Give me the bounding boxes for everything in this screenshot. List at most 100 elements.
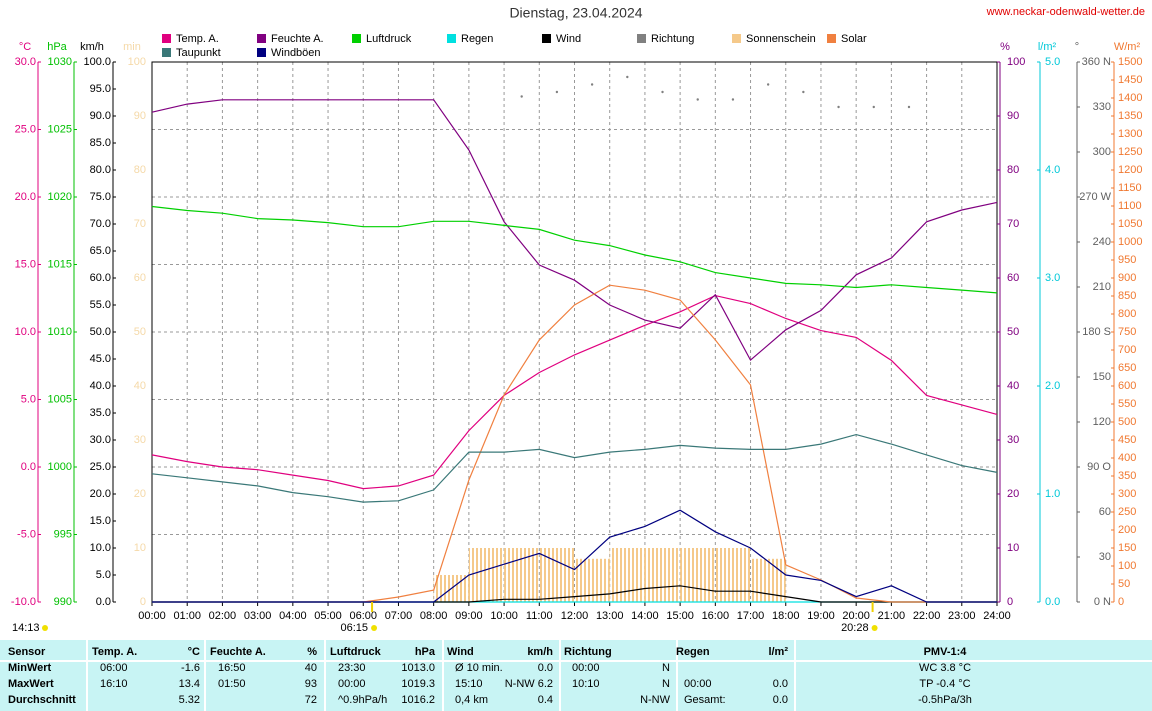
- x-tick-label: 03:00: [244, 610, 272, 622]
- y-tick-label: 20.0: [15, 191, 36, 203]
- table-cell: 16:10: [100, 678, 128, 690]
- y-tick-label: 250: [1118, 506, 1136, 518]
- direction-dot: [696, 98, 699, 101]
- y-tick-label: 45.0: [90, 353, 111, 365]
- direction-dot: [766, 83, 770, 86]
- y-tick-label: 360 N: [1082, 56, 1111, 68]
- legend-swatch: [732, 34, 741, 43]
- table-cell: 1013.0: [401, 662, 435, 674]
- y-tick-label: 40.0: [90, 380, 111, 392]
- table-cell: 10:10: [572, 678, 600, 690]
- y-tick-label: 1010: [48, 326, 72, 338]
- y-tick-label: 10: [1007, 542, 1019, 554]
- table-header: Temp. A.: [92, 646, 137, 658]
- x-tick-label: 24:00: [983, 610, 1011, 622]
- direction-dot: [520, 95, 523, 98]
- y-tick-label: 20.0: [90, 488, 111, 500]
- y-tick-label: 995: [54, 528, 72, 540]
- legend-label: Luftdruck: [366, 33, 412, 45]
- legend-swatch: [352, 34, 361, 43]
- y-tick-label: 60.0: [90, 272, 111, 284]
- y-tick-label: 800: [1118, 308, 1136, 320]
- y-tick-label: 1100: [1118, 200, 1142, 212]
- table-cell: N: [662, 662, 670, 674]
- legend-swatch: [257, 34, 266, 43]
- series-line: [151, 294, 998, 490]
- y-tick-label: 80: [1007, 164, 1019, 176]
- y-tick-label: 1025: [48, 123, 72, 135]
- y-tick-label: 0: [140, 596, 146, 608]
- x-tick-label: 08:00: [420, 610, 448, 622]
- series-line: [151, 99, 998, 362]
- x-tick-label: 04:00: [279, 610, 307, 622]
- y-tick-label: 70: [134, 218, 146, 230]
- y-tick-label: 300: [1118, 488, 1136, 500]
- axis-title: W/m²: [1114, 41, 1141, 53]
- y-tick-label: 100: [1118, 560, 1136, 572]
- y-tick-label: 5.0: [21, 393, 36, 405]
- y-tick-label: 0.0: [96, 596, 111, 608]
- table-header: Sensor: [8, 646, 46, 658]
- legend-label: Richtung: [651, 33, 694, 45]
- y-tick-label: 1030: [48, 56, 72, 68]
- direction-dot: [661, 90, 664, 94]
- x-tick-label: 16:00: [702, 610, 730, 622]
- table-cell: 0.0: [773, 678, 788, 690]
- y-tick-label: 5.0: [1045, 56, 1060, 68]
- table-cell: 72: [305, 694, 317, 706]
- y-tick-label: 600: [1118, 380, 1136, 392]
- sunshine-bar: [468, 548, 505, 602]
- y-tick-label: 150: [1118, 542, 1136, 554]
- legend-swatch: [257, 48, 266, 57]
- axis-title: °C: [19, 41, 31, 53]
- y-tick-label: 1500: [1118, 56, 1142, 68]
- chart-title: Dienstag, 23.04.2024: [509, 5, 642, 21]
- direction-dot: [590, 83, 594, 86]
- y-tick-label: 20: [1007, 488, 1019, 500]
- y-tick-label: 900: [1118, 272, 1136, 284]
- table-header: Feuchte A.: [210, 646, 266, 658]
- y-tick-label: 55.0: [90, 299, 111, 311]
- table-cell: 01:50: [218, 678, 246, 690]
- y-tick-label: 50.0: [90, 326, 111, 338]
- y-tick-label: 1350: [1118, 110, 1142, 122]
- table-header: Wind: [447, 646, 474, 658]
- y-tick-label: 95.0: [90, 83, 111, 95]
- table-header: PMV-1:4: [924, 646, 968, 658]
- x-tick-label: 14:00: [631, 610, 659, 622]
- y-tick-label: 30: [134, 434, 146, 446]
- table-cell: N: [662, 678, 670, 690]
- y-tick-label: 0: [1007, 596, 1013, 608]
- x-tick-label: 00:00: [138, 610, 166, 622]
- y-tick-label: 50: [134, 326, 146, 338]
- table-cell: MaxWert: [8, 678, 54, 690]
- x-tick-label: 06:00: [349, 610, 377, 622]
- legend-label: Wind: [556, 33, 581, 45]
- table-cell: WC 3.8 °C: [919, 662, 971, 674]
- x-tick-label: 19:00: [807, 610, 835, 622]
- sunshine-bar: [609, 548, 645, 602]
- y-tick-label: 75.0: [90, 191, 111, 203]
- y-tick-label: 0 N: [1094, 596, 1111, 608]
- sunshine-bar: [644, 548, 681, 602]
- y-tick-label: 1450: [1118, 74, 1142, 86]
- update-dot: [42, 625, 48, 631]
- y-tick-label: 90: [134, 110, 146, 122]
- y-tick-label: 3.0: [1045, 272, 1060, 284]
- y-tick-label: 0.0: [21, 461, 36, 473]
- axis-title: min: [123, 41, 141, 53]
- table-header: Richtung: [564, 646, 612, 658]
- table-header: l/m²: [768, 646, 788, 658]
- y-tick-label: 1400: [1118, 92, 1142, 104]
- direction-dot: [872, 105, 875, 109]
- y-tick-label: 1150: [1118, 182, 1142, 194]
- table-header: km/h: [527, 646, 553, 658]
- legend-label: Sonnenschein: [746, 33, 816, 45]
- axis-title: km/h: [80, 41, 104, 53]
- y-tick-label: 1.0: [1045, 488, 1060, 500]
- legend-swatch: [162, 48, 171, 57]
- legend-label: Taupunkt: [176, 47, 221, 59]
- table-cell: 00:00: [572, 662, 600, 674]
- table-cell: N-NW: [640, 694, 671, 706]
- table-cell: 00:00: [684, 678, 712, 690]
